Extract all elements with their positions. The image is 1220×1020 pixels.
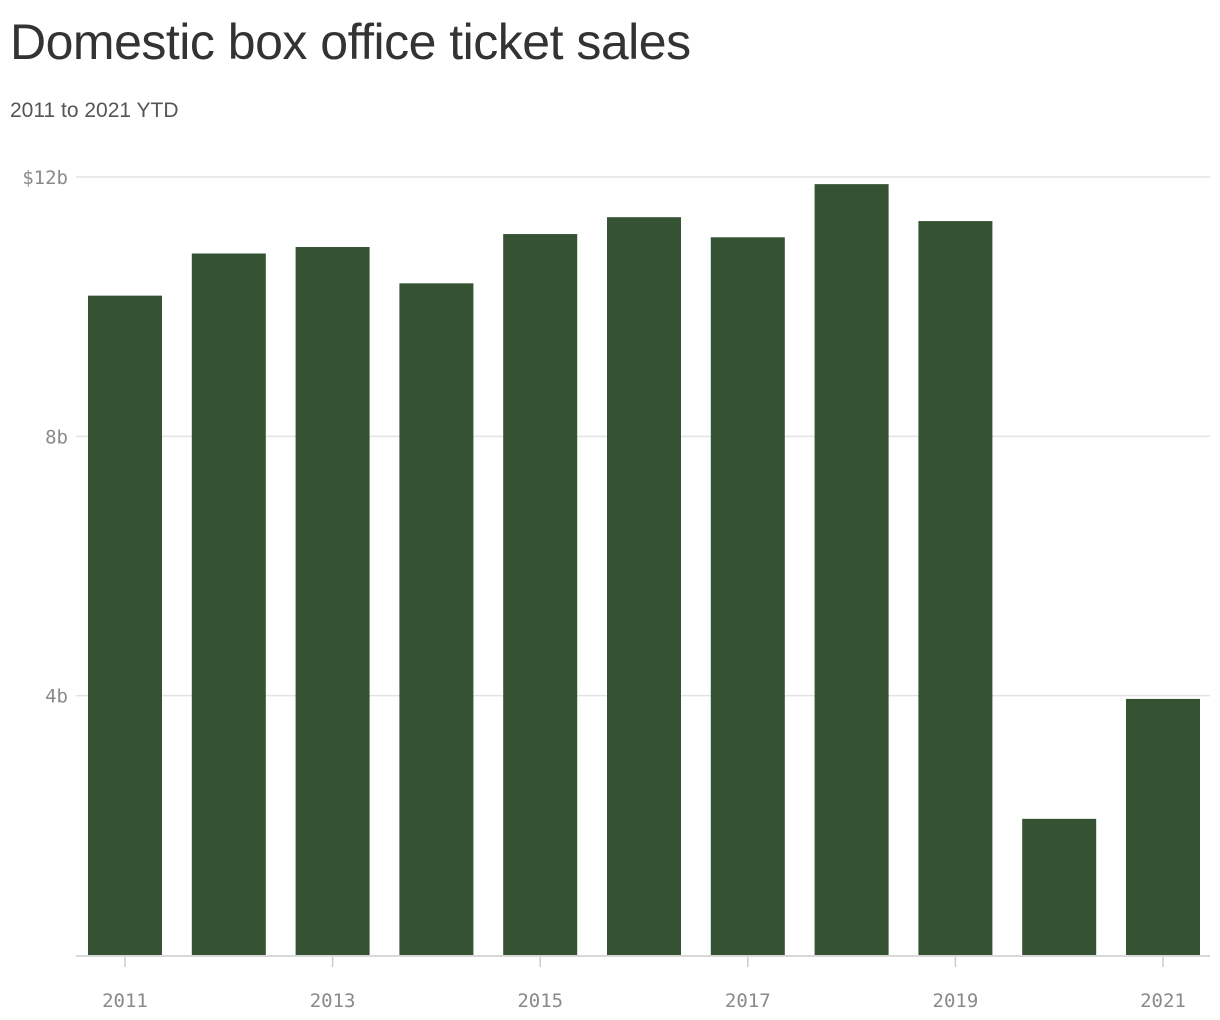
bars [88, 184, 1200, 956]
x-axis-ticks: 2011 2013 2015 2017 2019 2021 [102, 957, 1186, 1012]
bar-2011 [88, 295, 162, 955]
y-axis-tick-labels: 4b 8b $12b [22, 167, 68, 708]
y-tick-label: 4b [45, 686, 68, 708]
x-tick-label: 2017 [725, 990, 771, 1012]
x-tick-label: 2021 [1140, 990, 1186, 1012]
x-tick-label: 2015 [517, 990, 563, 1012]
bar-2015 [503, 234, 578, 955]
bar-2013 [295, 247, 370, 955]
bar-2016 [607, 217, 681, 956]
chart-subtitle: 2011 to 2021 YTD [10, 99, 179, 122]
bar-2017 [710, 237, 785, 956]
bar-2012 [191, 253, 266, 956]
bar-2021 [1126, 698, 1200, 955]
bar-2019 [918, 221, 993, 955]
bar-2020 [1022, 818, 1097, 955]
chart-title: Domestic box office ticket sales [10, 14, 691, 70]
x-tick-label: 2019 [933, 990, 979, 1012]
bar-2018 [814, 184, 889, 956]
y-tick-label: $12b [22, 167, 68, 189]
x-tick-label: 2013 [310, 990, 356, 1012]
bar-2014 [399, 283, 474, 955]
x-tick-label: 2011 [102, 990, 148, 1012]
y-tick-label: 8b [45, 426, 68, 448]
